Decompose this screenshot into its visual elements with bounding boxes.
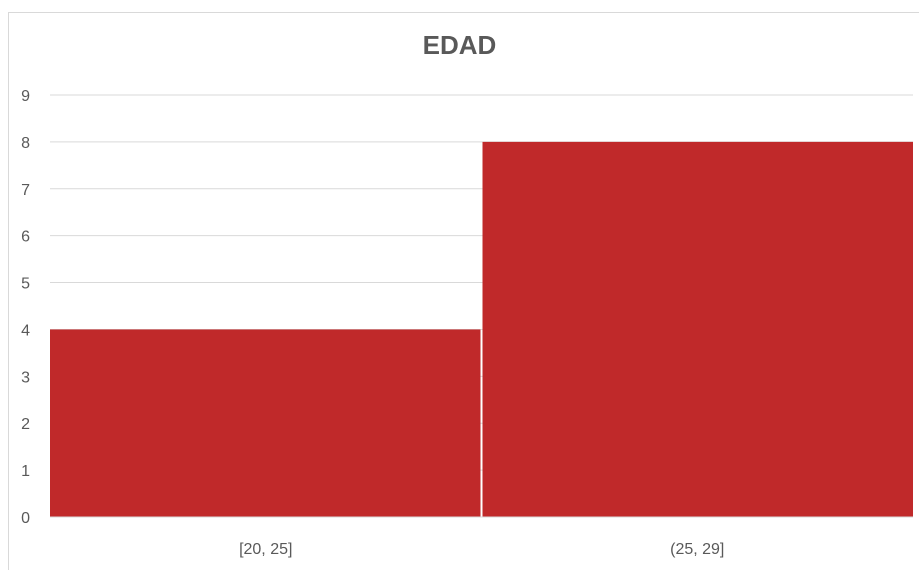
y-tick-label: 5	[21, 276, 30, 293]
y-tick-label: 1	[21, 463, 30, 480]
y-tick-label: 2	[21, 416, 30, 433]
y-tick-label: 0	[21, 510, 30, 527]
x-tick-label: (25, 29]	[670, 541, 724, 558]
y-tick-label: 6	[21, 229, 30, 246]
y-tick-label: 7	[21, 182, 30, 199]
chart-title: EDAD	[422, 30, 497, 60]
y-tick-label: 4	[21, 322, 30, 339]
bar	[50, 329, 481, 517]
y-tick-label: 9	[21, 88, 30, 105]
y-tick-label: 8	[21, 135, 30, 152]
bar	[482, 141, 913, 517]
y-tick-label: 3	[21, 369, 30, 386]
x-tick-label: [20, 25]	[239, 541, 292, 558]
